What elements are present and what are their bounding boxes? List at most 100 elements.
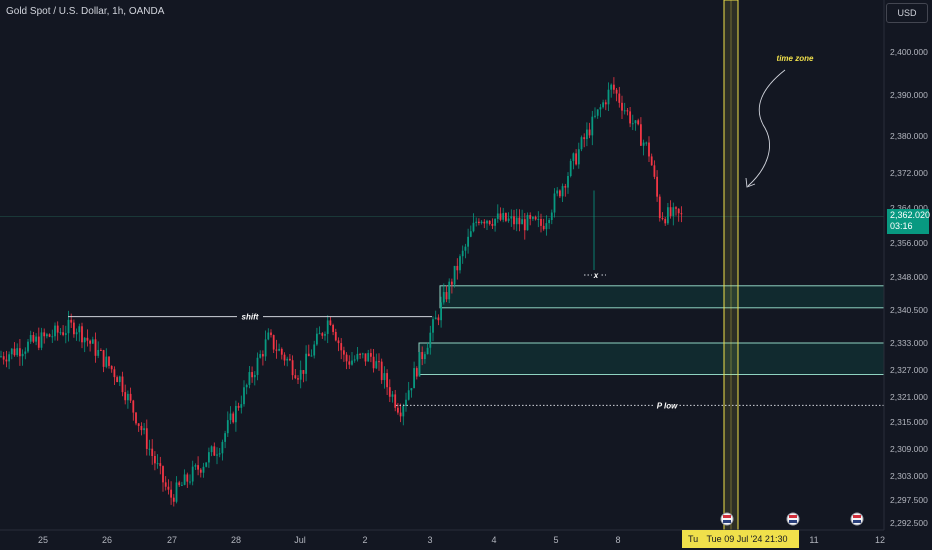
candle-body — [653, 165, 656, 177]
candle-body — [375, 361, 378, 369]
candle-body — [513, 216, 515, 225]
candle-body — [110, 365, 113, 370]
price-tick-label: 2,380.000 — [890, 131, 928, 141]
candle-body — [486, 220, 488, 224]
candle-body — [148, 448, 151, 450]
price-tick-label: 2,340.500 — [890, 305, 928, 315]
event-icons — [720, 512, 864, 526]
candle-body — [588, 129, 591, 136]
candle-body — [307, 353, 310, 357]
candle-body — [280, 348, 283, 355]
candle-body — [275, 349, 278, 351]
candle-body — [542, 225, 545, 230]
candle-body — [515, 217, 518, 225]
time-tick-label: 11 — [809, 535, 818, 545]
candle-body — [640, 124, 642, 146]
candle-body — [677, 208, 680, 214]
candle-body — [478, 221, 480, 224]
candle-body — [680, 213, 683, 215]
candle-body — [505, 213, 507, 221]
candle-body — [669, 207, 672, 216]
candle-body — [253, 374, 256, 378]
candle-body — [348, 361, 351, 365]
candle-body — [259, 354, 262, 358]
candle-body — [243, 387, 245, 405]
price-tick-label: 2,364.000 — [890, 203, 928, 213]
candle-body — [151, 448, 154, 456]
candle-body — [675, 207, 677, 209]
price-tick-label: 2,348.000 — [890, 272, 928, 282]
candle-body — [62, 332, 64, 335]
candle-body — [629, 111, 631, 124]
candle-body — [410, 388, 413, 391]
candle-body — [623, 110, 626, 112]
candle-body — [202, 466, 205, 473]
candle-body — [405, 399, 407, 406]
event-icon-circle — [720, 512, 734, 526]
candle-body — [650, 156, 653, 166]
candle-body — [621, 102, 623, 111]
economic-event-icon[interactable] — [850, 512, 864, 526]
candle-body — [194, 465, 197, 467]
candle-body — [429, 332, 432, 348]
candle-body — [181, 484, 183, 486]
event-icon-stripe — [723, 515, 731, 518]
candle-body — [580, 137, 583, 150]
time-tick-label: Jul — [294, 535, 306, 545]
candle-body — [183, 474, 186, 485]
candle-body — [340, 343, 343, 351]
candle-body — [186, 474, 189, 482]
candle-body — [434, 317, 437, 320]
candle-body — [529, 215, 532, 219]
candle-body — [27, 341, 29, 352]
candle-body — [445, 292, 448, 300]
candle-body — [132, 400, 135, 413]
time-zone-arrowhead — [745, 177, 756, 188]
candle-body — [607, 89, 610, 105]
candle-body — [167, 486, 170, 490]
candle-body — [8, 354, 10, 362]
candle-body — [418, 352, 421, 377]
candle-body — [483, 221, 486, 224]
economic-event-icon[interactable] — [786, 512, 800, 526]
candle-body — [642, 142, 645, 146]
candle-body — [480, 221, 483, 224]
candle-body — [172, 497, 175, 502]
candle-body — [175, 482, 178, 502]
candle-body — [491, 224, 494, 226]
candle-body — [97, 349, 100, 356]
x-label: x — [593, 271, 599, 280]
economic-event-icon[interactable] — [720, 512, 734, 526]
candle-body — [329, 320, 332, 326]
candle-body — [591, 116, 594, 136]
candle-body — [372, 356, 375, 369]
candle-body — [73, 322, 75, 335]
candle-body — [56, 325, 59, 333]
candle-body — [645, 142, 648, 144]
candle-body — [224, 433, 226, 442]
candle-body — [205, 462, 208, 467]
candle-body — [626, 110, 629, 112]
candle-body — [127, 393, 129, 401]
candle-body — [499, 213, 502, 220]
candle-body — [383, 373, 386, 381]
candle-body — [59, 332, 62, 334]
candle-body — [469, 231, 472, 237]
candle-body — [467, 236, 469, 247]
shift-label: shift — [242, 313, 259, 322]
candle-body — [316, 333, 318, 345]
candle-body — [594, 115, 596, 117]
candle-body — [615, 89, 618, 94]
candle-body — [178, 482, 181, 486]
demand-zone — [439, 285, 885, 309]
price-tick-label: 2,333.000 — [890, 338, 928, 348]
currency-button[interactable]: USD — [886, 3, 928, 23]
time-tick-label: 26 — [102, 535, 112, 545]
candle-body — [291, 360, 294, 376]
candle-body — [426, 347, 429, 355]
candle-body — [321, 333, 324, 336]
candle-body — [583, 137, 586, 140]
candle-body — [451, 281, 453, 285]
shift-label-bg — [237, 311, 263, 323]
